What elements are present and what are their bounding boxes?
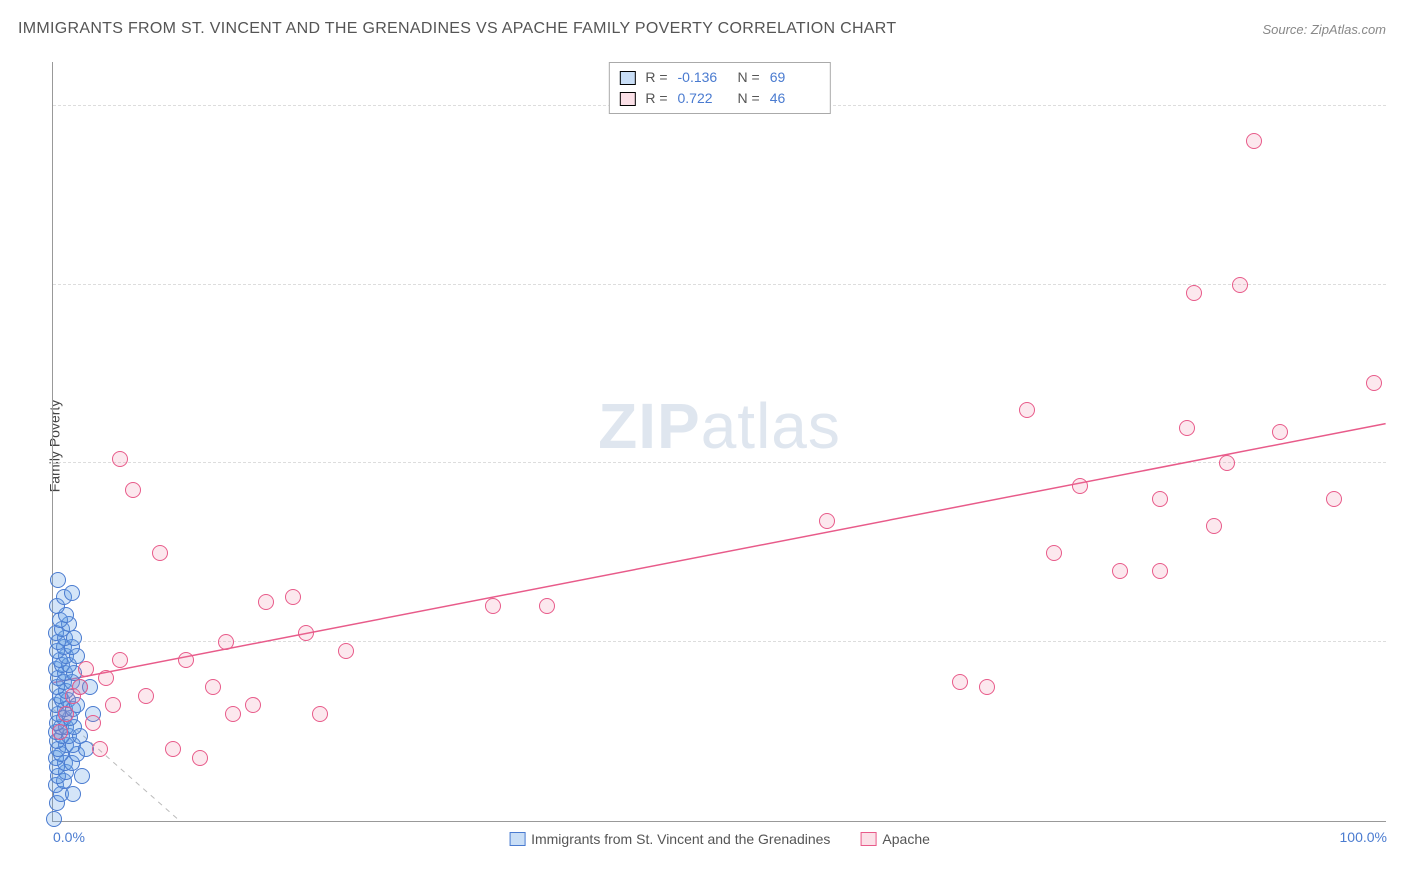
data-point-apache [245, 697, 261, 713]
gridline [53, 641, 1386, 642]
data-point-apache [218, 634, 234, 650]
data-point-apache [178, 652, 194, 668]
legend-item-immigrants: Immigrants from St. Vincent and the Gren… [509, 831, 830, 847]
source-label: Source: ZipAtlas.com [1262, 22, 1386, 37]
data-point-immigrants [65, 786, 81, 802]
data-point-apache [1152, 563, 1168, 579]
data-point-apache [225, 706, 241, 722]
data-point-apache [1179, 420, 1195, 436]
data-point-apache [1246, 133, 1262, 149]
data-point-apache [312, 706, 328, 722]
data-point-immigrants [50, 572, 66, 588]
stats-box: R = -0.136 N = 69 R = 0.722 N = 46 [608, 62, 830, 114]
data-point-immigrants [64, 585, 80, 601]
data-point-apache [1219, 455, 1235, 471]
data-point-apache [112, 451, 128, 467]
data-point-apache [285, 589, 301, 605]
data-point-apache [485, 598, 501, 614]
data-point-apache [338, 643, 354, 659]
data-point-apache [125, 482, 141, 498]
data-point-apache [92, 741, 108, 757]
data-point-apache [1206, 518, 1222, 534]
stats-row-immigrants: R = -0.136 N = 69 [619, 67, 819, 88]
x-tick-label: 0.0% [53, 829, 85, 845]
data-point-apache [72, 679, 88, 695]
x-tick-label: 100.0% [1340, 829, 1387, 845]
data-point-immigrants [46, 811, 62, 827]
data-point-apache [58, 706, 74, 722]
data-point-apache [192, 750, 208, 766]
swatch-blue-icon [509, 832, 525, 846]
data-point-apache [1112, 563, 1128, 579]
data-point-apache [1046, 545, 1062, 561]
data-point-apache [258, 594, 274, 610]
data-point-apache [1152, 491, 1168, 507]
data-point-apache [165, 741, 181, 757]
data-point-apache [1072, 478, 1088, 494]
data-point-apache [105, 697, 121, 713]
data-point-apache [1366, 375, 1382, 391]
data-point-apache [1326, 491, 1342, 507]
data-point-apache [98, 670, 114, 686]
stats-row-apache: R = 0.722 N = 46 [619, 88, 819, 109]
data-point-apache [112, 652, 128, 668]
legend-item-apache: Apache [860, 831, 929, 847]
data-point-apache [298, 625, 314, 641]
swatch-pink-icon [860, 832, 876, 846]
data-point-apache [1272, 424, 1288, 440]
gridline [53, 462, 1386, 463]
data-point-apache [952, 674, 968, 690]
data-point-apache [1019, 402, 1035, 418]
data-point-apache [1186, 285, 1202, 301]
data-point-apache [539, 598, 555, 614]
data-point-immigrants [74, 768, 90, 784]
data-point-apache [78, 661, 94, 677]
data-point-apache [152, 545, 168, 561]
data-point-apache [52, 724, 68, 740]
plot-area: ZIPatlas R = -0.136 N = 69 R = 0.722 N =… [52, 62, 1386, 822]
data-point-apache [85, 715, 101, 731]
data-point-apache [205, 679, 221, 695]
data-point-apache [819, 513, 835, 529]
watermark: ZIPatlas [598, 389, 841, 463]
chart-title: IMMIGRANTS FROM ST. VINCENT AND THE GREN… [18, 20, 896, 38]
data-point-apache [1232, 277, 1248, 293]
data-point-apache [138, 688, 154, 704]
gridline [53, 284, 1386, 285]
bottom-legend: Immigrants from St. Vincent and the Gren… [509, 831, 930, 847]
swatch-pink-icon [619, 92, 635, 106]
swatch-blue-icon [619, 71, 635, 85]
data-point-apache [979, 679, 995, 695]
